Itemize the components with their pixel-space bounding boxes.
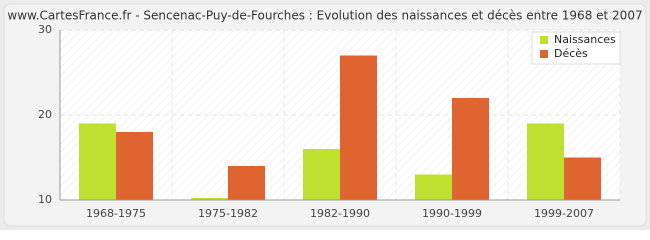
legend-swatch (540, 50, 548, 58)
legend-label: Naissances (554, 33, 616, 46)
bar (564, 157, 601, 200)
x-tick-label: 1975-1982 (198, 207, 258, 220)
x-tick-label: 1999-2007 (534, 207, 594, 220)
y-tick-label: 30 (38, 23, 52, 36)
bar (527, 123, 564, 200)
legend-label: Décès (554, 47, 588, 60)
chart-title: www.CartesFrance.fr - Sencenac-Puy-de-Fo… (7, 9, 642, 23)
y-tick-label: 10 (38, 193, 52, 206)
bar (116, 132, 153, 200)
bar (191, 198, 228, 200)
y-tick-label: 20 (38, 108, 52, 121)
legend-swatch (540, 36, 548, 44)
bar (303, 149, 340, 200)
bar (452, 98, 489, 200)
bar (228, 166, 265, 200)
chart: www.CartesFrance.fr - Sencenac-Puy-de-Fo… (0, 0, 650, 230)
bar (79, 123, 116, 200)
x-tick-label: 1968-1975 (86, 207, 146, 220)
bar (415, 174, 452, 200)
bar (340, 55, 377, 200)
x-tick-label: 1990-1999 (422, 207, 482, 220)
x-tick-label: 1982-1990 (310, 207, 370, 220)
